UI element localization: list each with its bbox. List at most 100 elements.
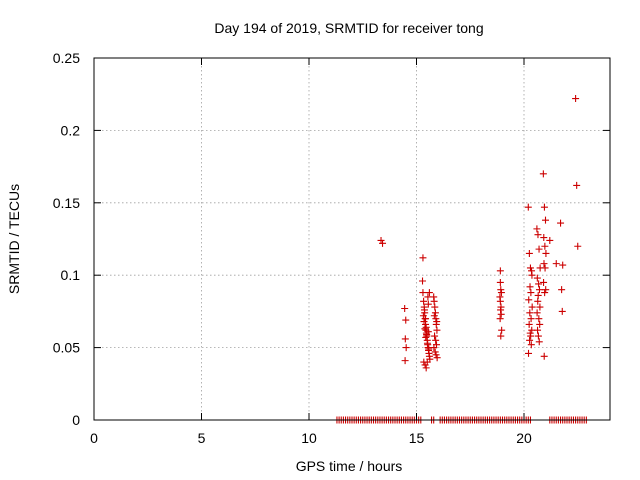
- data-point: [497, 310, 505, 318]
- x-tick-label: 5: [198, 430, 206, 446]
- data-point: [402, 316, 410, 324]
- data-point: [422, 364, 430, 372]
- data-point: [557, 219, 565, 227]
- data-point: [535, 338, 543, 346]
- data-point: [552, 260, 560, 268]
- data-point: [573, 181, 581, 189]
- data-point: [574, 242, 582, 250]
- data-point: [420, 306, 428, 314]
- data-point: [496, 267, 504, 275]
- chart-title: Day 194 of 2019, SRMTID for receiver ton…: [214, 20, 483, 36]
- data-point: [379, 239, 387, 247]
- data-point: [423, 358, 431, 366]
- x-axis-label: GPS time / hours: [296, 458, 403, 474]
- data-point: [527, 315, 535, 323]
- data-point: [425, 345, 433, 353]
- data-point: [534, 231, 542, 239]
- x-axis-tick-labels: 0 5 10 15 20: [90, 430, 532, 446]
- data-point: [536, 320, 544, 328]
- data-point: [420, 318, 428, 326]
- data-point: [559, 261, 567, 269]
- data-point: [534, 326, 542, 334]
- data-point: [431, 348, 439, 356]
- data-point: [419, 277, 427, 285]
- y-tick-label: 0.25: [53, 50, 80, 66]
- data-point: [424, 328, 432, 336]
- data-point: [377, 236, 385, 244]
- data-point: [526, 264, 534, 272]
- data-point: [432, 351, 440, 359]
- data-point: [430, 312, 438, 320]
- data-point: [497, 286, 505, 294]
- data-point: [541, 289, 549, 297]
- data-point: [424, 300, 432, 308]
- data-point: [433, 326, 441, 334]
- data-point: [535, 245, 543, 253]
- data-point: [541, 264, 549, 272]
- x-tick-label: 0: [90, 430, 98, 446]
- data-point: [425, 289, 433, 297]
- data-point: [541, 242, 549, 250]
- data-point: [542, 286, 550, 294]
- data-point: [546, 236, 554, 244]
- data-point: [431, 332, 439, 340]
- data-point: [422, 323, 430, 331]
- data-point: [433, 354, 441, 362]
- data-point: [540, 260, 548, 268]
- x-tick-label: 10: [301, 430, 317, 446]
- data-point: [420, 297, 428, 305]
- data-point: [542, 249, 550, 257]
- data-point: [527, 341, 535, 349]
- data-point: [422, 315, 430, 323]
- data-point: [535, 315, 543, 323]
- y-tick-label: 0.1: [61, 267, 81, 283]
- plot-frame: [93, 57, 611, 421]
- data-point: [534, 297, 542, 305]
- data-point: [421, 325, 429, 333]
- data-point: [431, 303, 439, 311]
- y-tick-label: 0: [72, 412, 80, 428]
- data-point: [534, 332, 542, 340]
- data-point: [528, 271, 536, 279]
- data-point: [524, 203, 532, 211]
- y-tick-label: 0.2: [61, 122, 81, 138]
- y-axis-label: SRMTID / TECUs: [6, 184, 22, 294]
- data-point: [433, 318, 441, 326]
- data-point: [542, 216, 549, 224]
- data-point: [496, 278, 504, 286]
- data-point: [525, 249, 533, 257]
- data-point: [430, 344, 438, 352]
- data-point: [401, 357, 409, 365]
- data-point: [498, 326, 506, 334]
- data-point: [497, 289, 505, 297]
- data-point: [558, 286, 566, 294]
- x-tick-label: 15: [409, 430, 425, 446]
- data-point: [526, 283, 534, 291]
- axis-ticks: [93, 57, 610, 421]
- data-point: [430, 297, 438, 305]
- data-point: [525, 349, 533, 357]
- x-tick-label: 20: [516, 430, 532, 446]
- grid: [94, 58, 610, 420]
- data-point: [526, 336, 534, 344]
- data-point: [540, 278, 548, 286]
- data-point: [496, 315, 504, 323]
- y-axis-tick-labels: 0 0.05 0.1 0.15 0.2 0.25: [53, 50, 80, 428]
- data-point: [539, 170, 547, 178]
- data-point: [419, 289, 427, 297]
- data-point: [535, 286, 543, 294]
- data-point: [533, 309, 541, 317]
- y-tick-label: 0.15: [53, 195, 80, 211]
- data-points: [333, 95, 590, 424]
- data-point: [402, 344, 410, 352]
- data-point: [527, 332, 535, 340]
- data-point: [422, 333, 430, 341]
- data-point: [527, 289, 535, 297]
- data-point: [497, 332, 505, 340]
- data-point: [558, 307, 566, 315]
- data-point: [496, 297, 504, 305]
- data-point: [533, 274, 541, 282]
- data-point: [540, 234, 548, 242]
- data-point: [533, 225, 541, 233]
